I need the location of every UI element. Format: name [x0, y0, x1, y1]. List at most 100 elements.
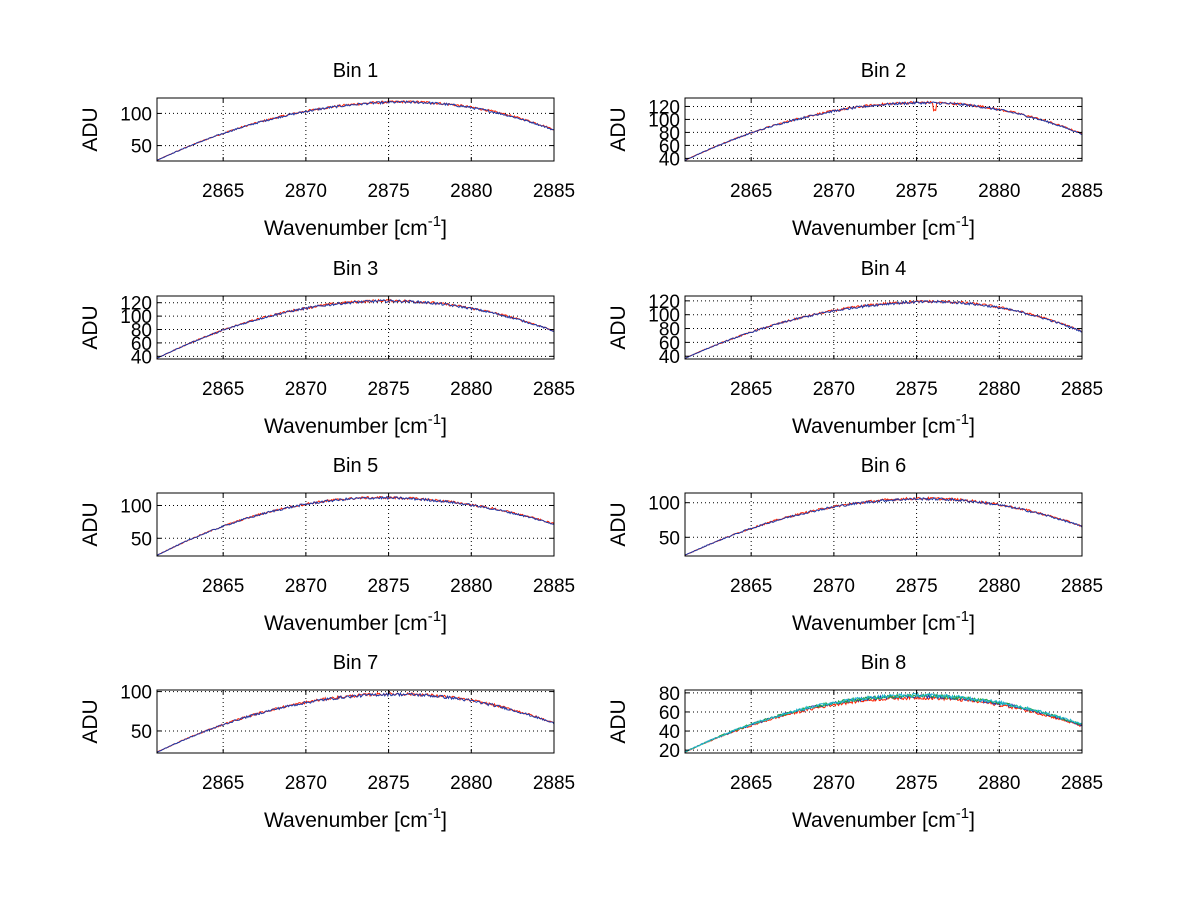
x-tick-label: 2875 — [367, 181, 409, 202]
y-axis-label: ADU — [607, 699, 630, 743]
x-tick-label: 2880 — [978, 773, 1020, 794]
x-tick-label: 2865 — [202, 576, 244, 597]
axes-frame — [684, 492, 1083, 557]
y-tick-label: 120 — [648, 292, 680, 313]
y-axis-label: ADU — [79, 107, 102, 151]
axes-frame — [156, 689, 555, 754]
axes-frame — [684, 689, 1083, 754]
x-axis-label-superscript: -1 — [956, 805, 969, 822]
x-tick-label: 2865 — [730, 181, 772, 202]
y-tick-label: 40 — [659, 347, 680, 368]
series-line-cyan — [684, 692, 1083, 753]
series-line-blue — [156, 495, 555, 556]
y-tick-label: 120 — [120, 294, 152, 315]
x-axis-label: Wavenumber [cm-1] — [264, 213, 447, 240]
x-axis-label: Wavenumber [cm-1] — [264, 411, 447, 438]
axes-frame — [156, 295, 555, 360]
series-line-red — [156, 691, 555, 753]
x-axis-label-superscript: -1 — [956, 608, 969, 625]
x-axis-label: Wavenumber [cm-1] — [792, 411, 975, 438]
x-tick-label: 2885 — [1061, 576, 1103, 597]
y-tick-label: 60 — [659, 333, 680, 354]
subplot-title: Bin 3 — [333, 258, 379, 280]
y-tick-label: 80 — [659, 123, 680, 144]
subplot-1: Bin 1 2865 2870 2875 2880 2885 50 100 Wavenumber… — [79, 60, 575, 240]
subplot-title: Bin 6 — [861, 455, 907, 477]
series-line-blue — [156, 100, 555, 161]
x-tick-label: 2875 — [367, 576, 409, 597]
x-tick-label: 2885 — [1061, 773, 1103, 794]
x-axis-label-superscript: -1 — [428, 608, 441, 625]
y-tick-label: 50 — [131, 722, 152, 743]
subplot-title: Bin 2 — [861, 60, 907, 82]
series-line-blue — [684, 497, 1083, 556]
x-tick-label: 2870 — [813, 379, 855, 400]
x-tick-label: 2870 — [285, 181, 327, 202]
subplot-7: Bin 7 2865 2870 2875 2880 2885 50 100 Wavenumber… — [79, 652, 575, 832]
x-tick-label: 2880 — [450, 379, 492, 400]
x-axis-label: Wavenumber [cm-1] — [264, 608, 447, 635]
series-line-red — [684, 299, 1083, 359]
series-line-blue — [684, 100, 1083, 161]
y-tick-label: 60 — [659, 136, 680, 157]
y-tick-label: 120 — [648, 97, 680, 118]
x-tick-label: 2885 — [533, 576, 575, 597]
y-tick-label: 80 — [659, 320, 680, 341]
subplot-6: Bin 6 2865 2870 2875 2880 2885 50 100 Wavenumber… — [607, 455, 1103, 635]
y-tick-label: 80 — [659, 684, 680, 705]
series-line-red — [684, 100, 1083, 161]
x-tick-label: 2875 — [895, 181, 937, 202]
y-tick-label: 50 — [131, 137, 152, 158]
x-tick-label: 2870 — [813, 181, 855, 202]
y-tick-label: 40 — [131, 347, 152, 368]
x-tick-label: 2865 — [202, 181, 244, 202]
x-axis-label-superscript: -1 — [428, 805, 441, 822]
y-tick-label: 50 — [131, 529, 152, 550]
series-line-red — [684, 694, 1083, 753]
axes-frame — [684, 97, 1083, 162]
x-axis-label: Wavenumber [cm-1] — [792, 213, 975, 240]
y-axis-label: ADU — [79, 502, 102, 546]
x-axis-label: Wavenumber [cm-1] — [264, 805, 447, 832]
y-tick-label: 20 — [659, 741, 680, 762]
x-tick-label: 2880 — [978, 576, 1020, 597]
x-tick-label: 2875 — [367, 379, 409, 400]
x-axis-label: Wavenumber [cm-1] — [792, 608, 975, 635]
x-tick-label: 2865 — [730, 379, 772, 400]
subplot-title: Bin 8 — [861, 652, 907, 674]
x-axis-label-superscript: -1 — [428, 411, 441, 428]
x-axis-label: Wavenumber [cm-1] — [792, 805, 975, 832]
series-line-green — [684, 693, 1083, 753]
y-tick-label: 50 — [659, 528, 680, 549]
series-line-blue — [156, 299, 555, 359]
subplot-title: Bin 7 — [333, 652, 379, 674]
subplot-title: Bin 4 — [861, 258, 907, 280]
subplot-title: Bin 5 — [333, 455, 379, 477]
x-tick-label: 2885 — [533, 379, 575, 400]
y-axis-label: ADU — [607, 107, 630, 151]
series-line-blue — [684, 693, 1083, 753]
y-tick-label: 100 — [120, 307, 152, 328]
y-axis-label: ADU — [79, 305, 102, 349]
y-tick-label: 60 — [131, 334, 152, 355]
series-line-red — [684, 496, 1083, 556]
x-tick-label: 2880 — [450, 773, 492, 794]
x-tick-label: 2875 — [367, 773, 409, 794]
x-tick-label: 2875 — [895, 379, 937, 400]
x-tick-label: 2880 — [978, 181, 1020, 202]
series-line-red — [156, 100, 555, 161]
x-tick-label: 2885 — [533, 181, 575, 202]
y-tick-label: 100 — [120, 683, 152, 704]
y-axis-label: ADU — [607, 502, 630, 546]
y-tick-label: 60 — [659, 703, 680, 724]
axes-frame — [156, 97, 555, 162]
y-tick-label: 100 — [648, 494, 680, 515]
x-tick-label: 2870 — [285, 773, 327, 794]
x-tick-label: 2865 — [202, 379, 244, 400]
y-tick-label: 100 — [648, 110, 680, 131]
x-tick-label: 2865 — [730, 773, 772, 794]
